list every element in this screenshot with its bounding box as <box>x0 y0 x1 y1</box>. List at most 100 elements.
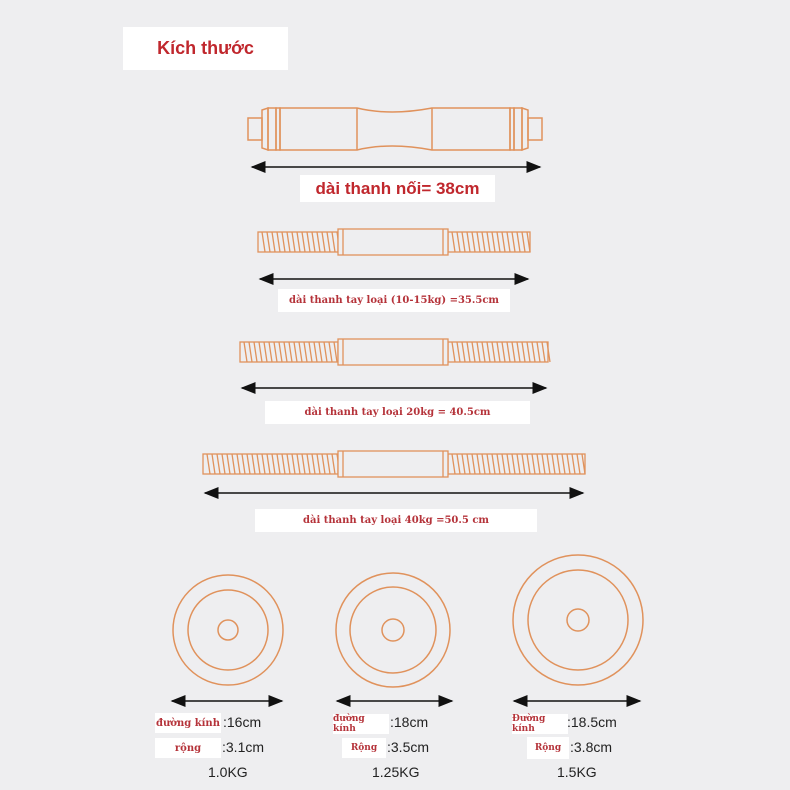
thread-line <box>298 341 303 363</box>
grip-tube <box>337 450 449 478</box>
thread-line <box>471 231 476 253</box>
thread-line <box>481 453 486 475</box>
plate-width-value: :3.8cm <box>570 739 613 755</box>
thread-line <box>501 231 506 253</box>
thread-line <box>263 341 268 363</box>
thread-line <box>521 231 526 253</box>
thread-line <box>581 453 586 475</box>
thread-line <box>321 231 326 253</box>
thread-line <box>276 231 281 253</box>
plate-outer <box>512 554 644 686</box>
thread-line <box>541 453 546 475</box>
plate-hole <box>566 608 590 632</box>
thread-line <box>313 341 318 363</box>
thread-line <box>536 453 541 475</box>
thread-line <box>531 341 536 363</box>
thread-line <box>321 453 326 475</box>
plate-inner <box>527 569 629 671</box>
thread-line <box>306 231 311 253</box>
thread-line <box>268 341 273 363</box>
thread-line <box>331 231 336 253</box>
thread-line <box>476 341 481 363</box>
thread-line <box>511 341 516 363</box>
plate-width-value: :3.5cm <box>387 739 430 755</box>
threaded-bar <box>257 228 531 256</box>
thread-line <box>516 453 521 475</box>
thread-line <box>496 453 501 475</box>
bar-length-label: dài thanh tay loại 40kg =50.5 cm <box>255 509 537 532</box>
thread-line <box>281 453 286 475</box>
thread-line <box>491 341 496 363</box>
thread-line <box>333 341 338 363</box>
thread-line <box>461 453 466 475</box>
thread-line <box>286 231 291 253</box>
thread-line <box>526 453 531 475</box>
grip-tube <box>337 228 449 256</box>
thread-line <box>531 453 536 475</box>
thread-line <box>466 453 471 475</box>
thread-line <box>216 453 221 475</box>
thread-line <box>281 231 286 253</box>
thread-line <box>501 453 506 475</box>
bar-length-label: dài thanh tay loại 20kg = 40.5cm <box>265 401 530 424</box>
thread-line <box>308 341 313 363</box>
thread-line <box>526 341 531 363</box>
plate-diameter-label: đường kính <box>333 714 389 734</box>
thread-line <box>506 341 511 363</box>
thread-line <box>236 453 241 475</box>
thread-line <box>328 341 333 363</box>
plate-width-label: Rộng <box>527 737 569 759</box>
thread-line <box>301 453 306 475</box>
thread-line <box>456 453 461 475</box>
thread-line <box>243 341 248 363</box>
thread-line <box>271 453 276 475</box>
thread-line <box>326 453 331 475</box>
plate-diameter-value: :18.5cm <box>567 714 617 730</box>
thread-line <box>251 453 256 475</box>
weight-plate <box>172 574 284 686</box>
thread-line <box>253 341 258 363</box>
thread-line <box>491 231 496 253</box>
thread-line <box>456 341 461 363</box>
thread-line <box>248 341 253 363</box>
plate-width-value: :3.1cm <box>222 739 265 755</box>
plate-outer <box>172 574 284 686</box>
thread-line <box>293 341 298 363</box>
thread-line <box>571 453 576 475</box>
thread-line <box>561 453 566 475</box>
plate-diameter-value: :18cm <box>390 714 429 730</box>
thread-line <box>286 453 291 475</box>
thread-line <box>291 453 296 475</box>
thread-line <box>476 453 481 475</box>
threaded-bar <box>239 338 551 366</box>
thread-line <box>266 231 271 253</box>
thread-line <box>311 453 316 475</box>
thread-line <box>491 453 496 475</box>
thread-line <box>511 231 516 253</box>
thread-line <box>546 453 551 475</box>
thread-line <box>481 341 486 363</box>
plate-weight: 1.5KG <box>557 764 597 780</box>
thread-line <box>476 231 481 253</box>
thread-line <box>296 231 301 253</box>
thread-line <box>246 453 251 475</box>
section-title: Kích thước <box>123 27 288 70</box>
thread-line <box>541 341 546 363</box>
thread-line <box>521 341 526 363</box>
plate-diameter-label: đường kính <box>155 713 221 733</box>
thread-line <box>556 453 561 475</box>
plate-weight: 1.0KG <box>208 764 248 780</box>
thread-line <box>451 341 456 363</box>
thread-line <box>551 453 556 475</box>
grip-tube <box>337 338 449 366</box>
thread-line <box>526 231 531 253</box>
thread-line <box>506 453 511 475</box>
thread-line <box>316 231 321 253</box>
thread-line <box>283 341 288 363</box>
thread-line <box>486 453 491 475</box>
thread-line <box>466 341 471 363</box>
thread-line <box>211 453 216 475</box>
plate-inner <box>349 586 437 674</box>
thread-line <box>546 341 551 363</box>
